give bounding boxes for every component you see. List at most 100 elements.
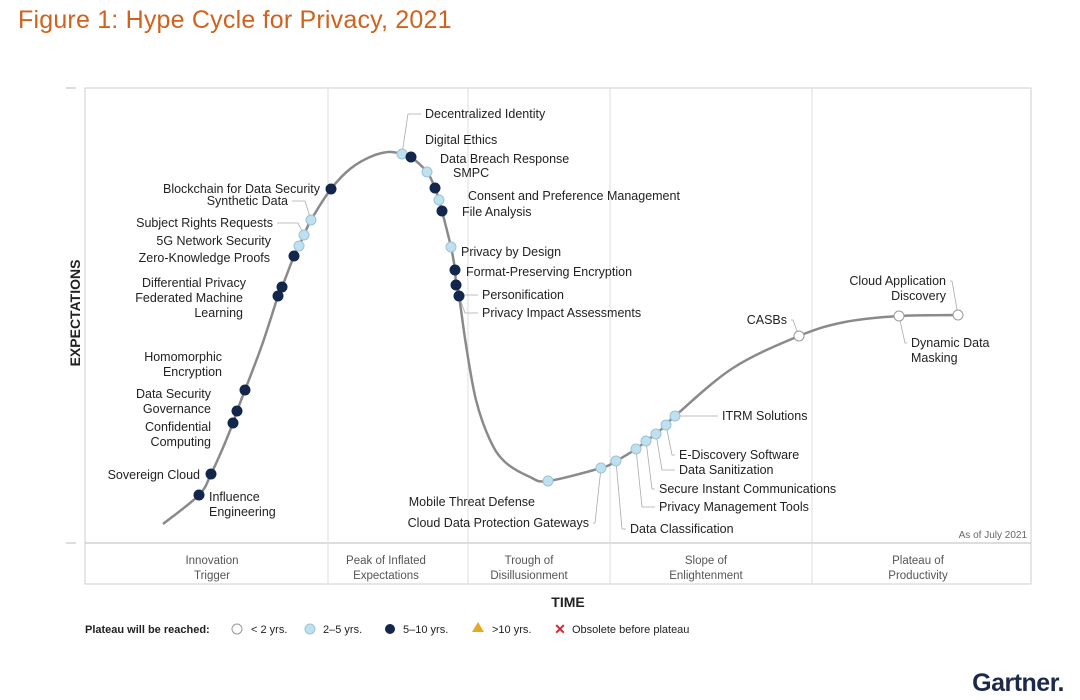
label-subject-rights-requests: Subject Rights Requests — [136, 216, 273, 230]
label-personification: Personification — [482, 288, 564, 302]
marker-privacy-by-design — [445, 241, 457, 253]
label-privacy-by-design: Privacy by Design — [461, 245, 561, 259]
label-line: Zero-Knowledge Proofs — [139, 251, 270, 265]
phase-label: Peak of Inflated — [346, 555, 426, 567]
label-line: Privacy Management Tools — [659, 500, 809, 514]
leader-cloud-application-discovery — [950, 280, 959, 316]
marker-differential-privacy — [276, 281, 288, 293]
label-line: Data Sanitization — [679, 463, 774, 477]
label-5g-network-security: 5G Network Security — [156, 234, 271, 248]
label-line: 5G Network Security — [156, 234, 271, 248]
marker-privacy-management-tools — [630, 443, 642, 455]
label-line: Synthetic Data — [207, 194, 288, 208]
label-line: Personification — [482, 288, 564, 302]
marker-casbs — [793, 330, 805, 342]
marker-privacy-impact-assessments — [453, 290, 465, 302]
label-line: Sovereign Cloud — [108, 468, 200, 482]
label-casbs: CASBs — [747, 313, 787, 327]
label-line: Decentralized Identity — [425, 107, 546, 121]
leader-privacy-management-tools — [635, 448, 655, 508]
label-line: Format-Preserving Encryption — [466, 265, 632, 279]
marker-smpc — [429, 182, 441, 194]
label-dynamic-data-masking: Dynamic Data Masking — [911, 336, 990, 365]
legend: Plateau will be reached: < 2 yrs. 2–5 yr… — [85, 621, 689, 637]
label-line: Digital Ethics — [425, 133, 497, 147]
gartner-logo: Gartner. — [972, 669, 1064, 697]
marker-cloud-application-discovery — [952, 309, 964, 321]
marker-data-classification — [610, 455, 622, 467]
label-differential-privacy: Differential Privacy — [142, 276, 247, 290]
phase-labels: Innovation Trigger Peak of Inflated Expe… — [185, 555, 948, 582]
label-line: Consent and Preference Management — [468, 189, 680, 203]
marker-synthetic-data — [305, 214, 317, 226]
technology-labels: Influence Engineering Sovereign Cloud Confi… — [108, 107, 990, 536]
label-line: Cloud Application — [849, 274, 946, 288]
label-zero-knowledge-proofs: Zero-Knowledge Proofs — [139, 251, 270, 265]
label-line: Secure Instant Communications — [659, 482, 836, 496]
legend-marker-5to10 — [385, 624, 395, 634]
label-line: Encryption — [163, 365, 222, 379]
leader-decentralized-identity — [401, 113, 421, 155]
label-line: Differential Privacy — [142, 276, 247, 290]
label-line: Homomorphic — [144, 350, 222, 364]
label-line: Governance — [143, 402, 211, 416]
label-line: Privacy Impact Assessments — [482, 306, 641, 320]
marker-e-discovery-software — [660, 419, 672, 431]
label-itrm-solutions: ITRM Solutions — [722, 409, 807, 423]
phase-label: Trigger — [194, 570, 230, 582]
label-line: Data Breach Response — [440, 152, 569, 166]
label-synthetic-data: Synthetic Data — [207, 194, 288, 208]
legend-marker-2to5 — [304, 623, 316, 635]
marker-file-analysis — [436, 205, 448, 217]
label-data-sanitization: Data Sanitization — [679, 463, 774, 477]
label-line: Masking — [911, 351, 958, 365]
phase-label: Slope of — [685, 555, 728, 567]
marker-personification — [450, 279, 462, 291]
marker-influence-engineering — [193, 489, 205, 501]
phase-label: Disillusionment — [490, 570, 568, 582]
label-smpc: SMPC — [453, 166, 489, 180]
label-line: Mobile Threat Defense — [409, 495, 535, 509]
marker-blockchain-for-data-security — [325, 183, 337, 195]
leader-data-sanitization — [655, 433, 675, 471]
label-file-analysis: File Analysis — [462, 205, 531, 219]
marker-5g-network-security — [293, 240, 305, 252]
as-of-note: As of July 2021 — [959, 530, 1028, 541]
label-cloud-data-protection-gateways: Cloud Data Protection Gateways — [408, 516, 589, 530]
x-axis-title: TIME — [551, 594, 584, 610]
leader-data-classification — [615, 460, 626, 530]
label-line: ITRM Solutions — [722, 409, 807, 423]
label-consent-and-preference-management: Consent and Preference Management — [468, 189, 680, 203]
marker-data-sanitization — [650, 428, 662, 440]
label-e-discovery-software: E-Discovery Software — [679, 448, 799, 462]
marker-sovereign-cloud — [205, 468, 217, 480]
marker-zero-knowledge-proofs — [288, 250, 300, 262]
leader-lines — [277, 113, 959, 530]
legend-label: Obsolete before plateau — [572, 624, 689, 636]
leader-privacy-impact-assessments — [458, 295, 478, 314]
label-line: SMPC — [453, 166, 489, 180]
leader-cloud-data-protection-gateways — [593, 467, 602, 524]
marker-mobile-threat-defense — [542, 475, 554, 487]
leader-e-discovery-software — [665, 424, 675, 456]
label-line: Engineering — [209, 505, 276, 519]
label-line: Discovery — [891, 289, 947, 303]
chart-frame — [84, 87, 1032, 585]
label-line: Privacy by Design — [461, 245, 561, 259]
leader-secure-instant-communications — [645, 440, 655, 490]
legend-label: 2–5 yrs. — [323, 624, 362, 636]
label-privacy-management-tools: Privacy Management Tools — [659, 500, 809, 514]
label-line: Subject Rights Requests — [136, 216, 273, 230]
technology-markers — [193, 148, 964, 501]
marker-subject-rights-requests — [298, 229, 310, 241]
leader-dynamic-data-masking — [898, 315, 907, 344]
label-line: Federated Machine — [135, 291, 243, 305]
label-influence-engineering: Influence Engineering — [209, 490, 276, 519]
legend-label: < 2 yrs. — [251, 624, 287, 636]
phase-label: Enlightenment — [669, 570, 743, 582]
label-line: CASBs — [747, 313, 787, 327]
marker-cloud-data-protection-gateways — [595, 462, 607, 474]
legend-label: 5–10 yrs. — [403, 624, 448, 636]
marker-consent-and-preference-management — [433, 194, 445, 206]
marker-homomorphic-encryption — [239, 384, 251, 396]
